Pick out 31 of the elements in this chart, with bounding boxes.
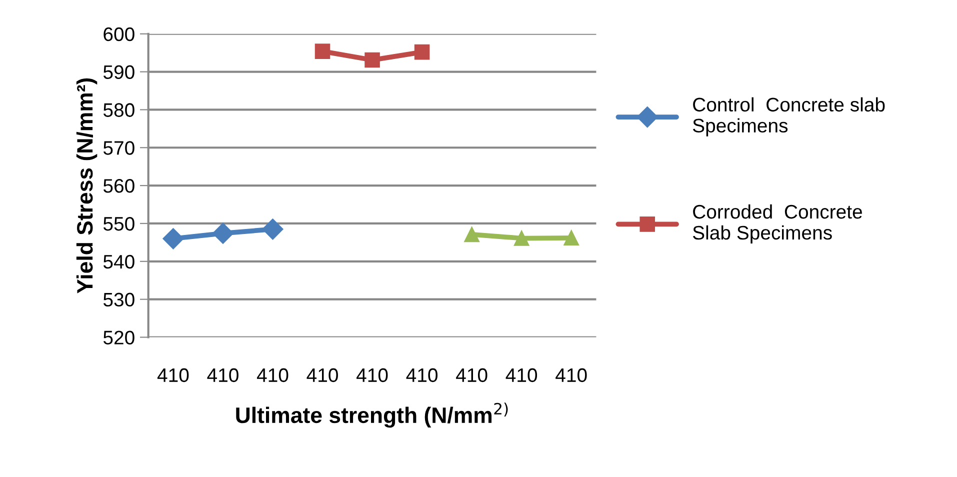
x-tick-label: 410: [356, 368, 388, 382]
x-tick-label: 410: [256, 368, 288, 382]
x-tick-label: 410: [506, 368, 538, 382]
x-tick-label: 410: [456, 368, 488, 382]
x-tick-label: 410: [306, 368, 338, 382]
point: [514, 230, 530, 246]
point: [414, 44, 430, 60]
point: [262, 218, 284, 240]
legend-label: Corroded Concrete Slab Specimens: [692, 204, 862, 244]
y-tick-label: 600: [104, 27, 134, 42]
y-tick-label: 570: [103, 141, 134, 155]
point: [162, 228, 184, 250]
x-tick-label: 410: [207, 368, 238, 382]
y-tick-label: 590: [103, 65, 134, 80]
x-axis-title: Ultimate strength (N/mm$^{2)}$: [236, 402, 508, 428]
x-tick-label: 410: [406, 368, 438, 382]
y-tick-label: 580: [103, 103, 134, 117]
y-tick-label: 540: [103, 254, 134, 269]
point: [212, 222, 234, 244]
point: [364, 52, 380, 68]
point: [314, 44, 330, 59]
legend-label: Control Concrete slab Specimens: [692, 97, 885, 136]
y-tick-label: 530: [103, 292, 134, 307]
x-tick-label: 410: [556, 368, 587, 382]
point: [564, 230, 579, 246]
y-tick-label: 560: [103, 179, 134, 193]
y-tick-label: 550: [103, 216, 134, 231]
y-axis-title: Yield Stress (N/mm²): [76, 78, 98, 294]
x-tick-label: 410: [157, 368, 189, 382]
point: [464, 226, 480, 242]
y-tick-label: 520: [103, 330, 134, 344]
